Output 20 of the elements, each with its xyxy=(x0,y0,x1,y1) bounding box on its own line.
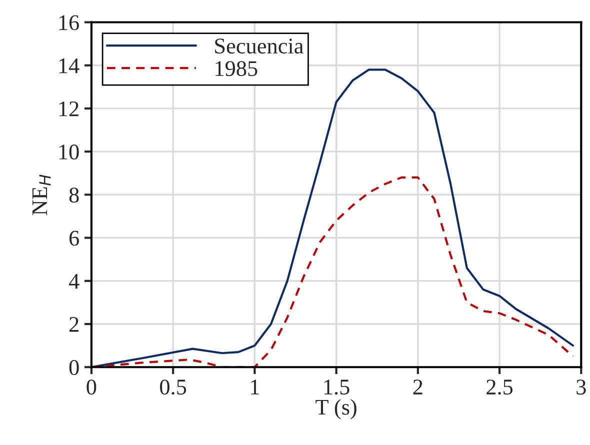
y-tick-label: 6 xyxy=(69,230,79,246)
y-tick-label: 0 xyxy=(69,360,79,376)
x-axis-title: T (s) xyxy=(316,399,356,420)
y-tick-label: 10 xyxy=(59,144,79,160)
y-tick-label: 4 xyxy=(68,274,80,289)
y-tick-label: 8 xyxy=(69,188,79,203)
x-tick-label: 2.5 xyxy=(486,380,513,395)
x-tick-label: 0.5 xyxy=(160,380,186,395)
y-tick-label: 16 xyxy=(59,15,79,30)
x-tick-label: 0 xyxy=(86,380,96,395)
x-tick-label: 1 xyxy=(251,380,259,394)
legend-label: 1985 xyxy=(216,61,258,76)
x-tick-label: 2 xyxy=(413,380,422,394)
x-tick-label: 1.5 xyxy=(324,380,350,395)
legend-label: Secuencia xyxy=(215,38,304,54)
x-tick-label: 3 xyxy=(576,380,586,395)
y-tick-label: 12 xyxy=(59,101,78,116)
y-tick-label: 14 xyxy=(59,58,80,74)
y-tick-label: 2 xyxy=(70,317,78,332)
y-axis-title: NE$_{H}$ xyxy=(32,174,51,216)
